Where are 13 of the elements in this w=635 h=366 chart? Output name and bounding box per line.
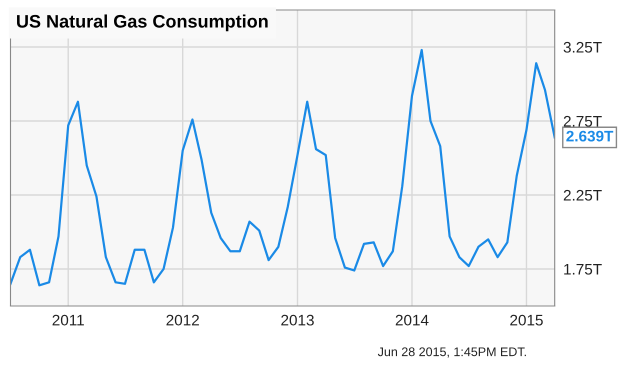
x-tick-label: 2013: [281, 314, 314, 326]
x-tick-label: 2015: [510, 314, 543, 326]
line-series: [10, 48, 555, 286]
x-tick-label: 2011: [52, 314, 84, 326]
text: Jun 28 2015, 1:45PM EDT.: [378, 347, 526, 358]
annotation: 2.639T: [566, 130, 614, 142]
x-tick-label: 2012: [166, 314, 199, 326]
chart-title: US Natural Gas Consumption: [17, 14, 268, 32]
y-tick-label: 2.25T: [564, 190, 602, 201]
y-tick-label: 1.75T: [564, 264, 602, 275]
y-tick-label: 3.25T: [564, 42, 602, 53]
y-tick-label: 2.75T: [564, 116, 602, 127]
x-tick-label: 2014: [396, 314, 429, 326]
